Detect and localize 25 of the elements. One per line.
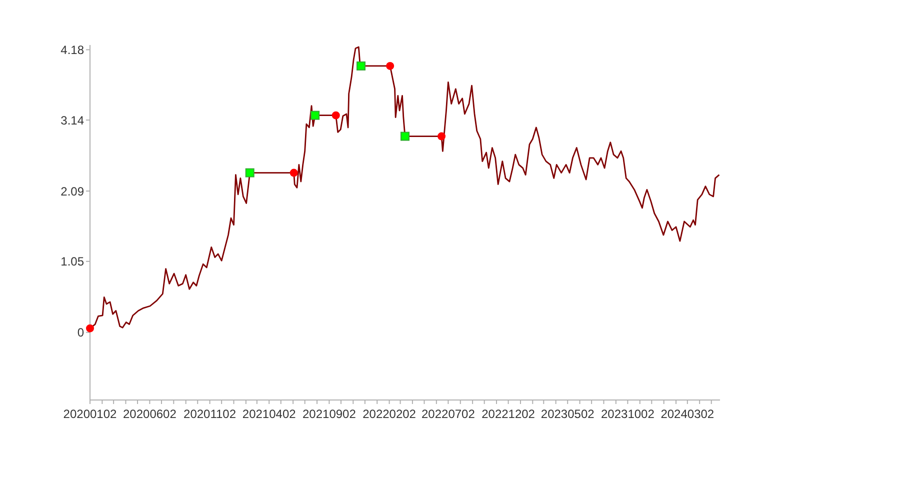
point <box>310 110 320 120</box>
x-tick-label: 20220202 <box>362 407 416 421</box>
x-tick-label: 20220702 <box>422 407 476 421</box>
x-tick-label: 20221202 <box>482 407 536 421</box>
point <box>438 132 446 140</box>
x-tick-label: 20201102 <box>184 407 236 421</box>
x-tick-label: 20200602 <box>123 407 177 421</box>
x-tick-label: 20230502 <box>540 407 595 421</box>
x-tick-label: 20210402 <box>242 407 296 421</box>
point <box>332 111 340 120</box>
y-tick-label: 1.05 <box>60 254 84 269</box>
point <box>86 324 94 332</box>
y-tick-label: 2.09 <box>60 184 84 198</box>
point <box>386 62 394 70</box>
y-tick-label: 4.18 <box>60 42 84 57</box>
x-tick-label: 20240302 <box>660 407 714 421</box>
x-tick-label: 20210902 <box>302 407 356 421</box>
x-tick-label: 20231002 <box>601 407 655 421</box>
point <box>400 132 410 141</box>
point <box>290 168 298 177</box>
point <box>245 168 254 178</box>
point <box>356 61 366 70</box>
x-tick-label: 20200102 <box>63 407 118 421</box>
y-tick-label: 0 <box>77 326 84 340</box>
y-tick-label: 3.14 <box>60 113 84 128</box>
